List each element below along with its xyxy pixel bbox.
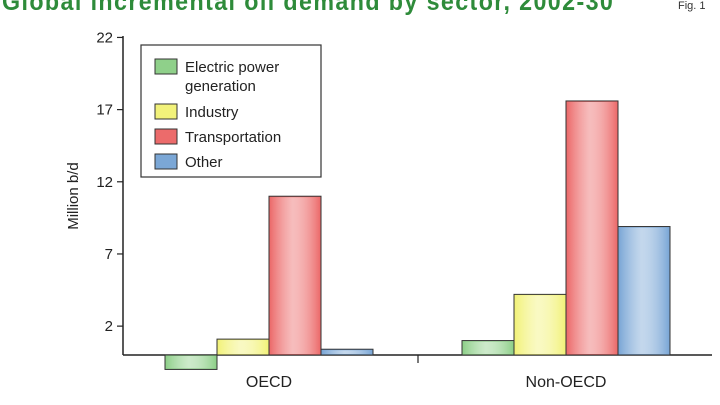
legend-swatch-3	[154, 153, 178, 170]
y-tick-label: 2	[105, 318, 113, 335]
legend: Electric power generation Industry Transpor…	[140, 44, 322, 178]
figure-label: Fig. 1	[678, 0, 706, 12]
legend-label: Transportation	[185, 129, 281, 146]
y-tick-label: 12	[96, 174, 113, 191]
legend-swatch-1	[154, 103, 178, 120]
x-tick-label: Non-OECD	[526, 374, 607, 391]
y-tick-label: 22	[96, 29, 113, 46]
bars	[164, 100, 671, 370]
y-tick-label: 7	[105, 246, 113, 263]
x-tick-label: OECD	[246, 374, 292, 391]
legend-swatch-0	[154, 58, 178, 75]
legend-label: Electric power	[185, 59, 279, 76]
legend-label: Industry	[185, 104, 239, 121]
y-tick-label: 17	[96, 102, 113, 119]
legend-label: generation	[185, 78, 256, 95]
legend-swatch-2	[154, 128, 178, 145]
chart-title: Global incremental oil demand by sector,…	[2, 0, 615, 16]
y-axis-label: Million b/d	[65, 162, 82, 230]
legend-label: Other	[185, 154, 223, 171]
